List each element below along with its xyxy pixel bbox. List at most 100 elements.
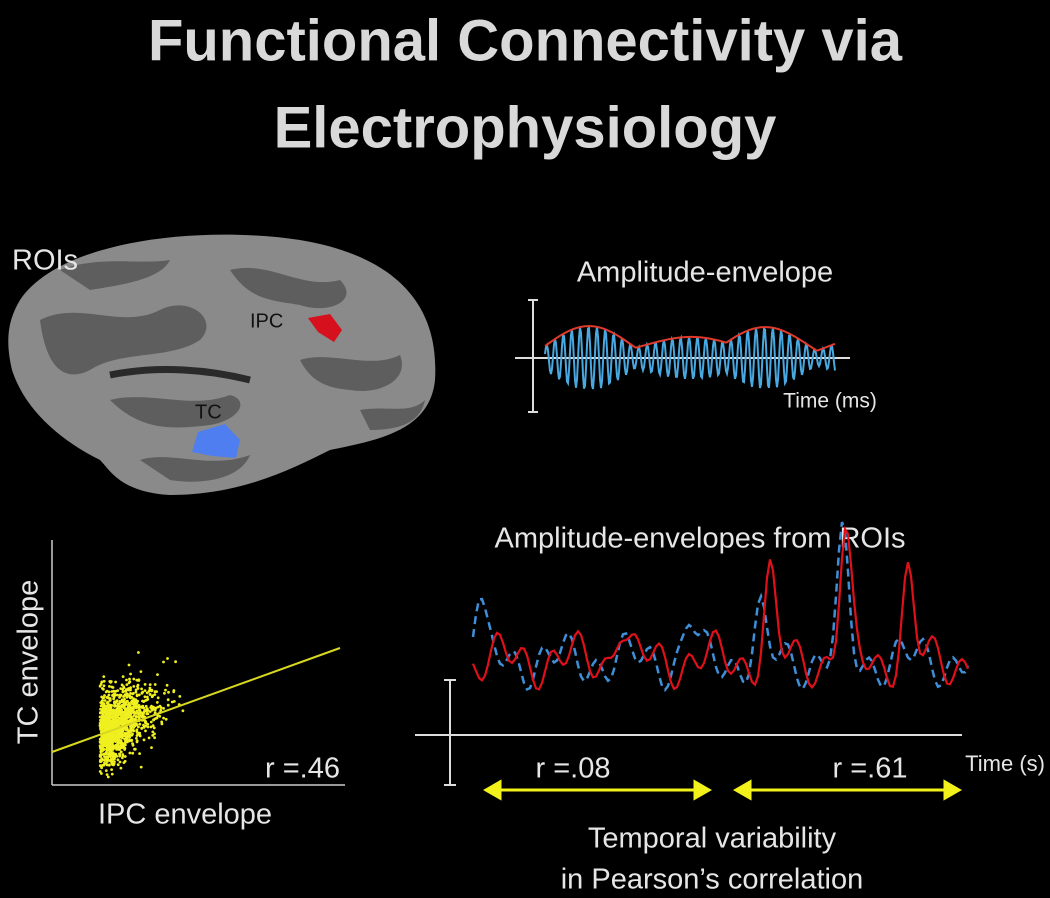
scatter-point <box>113 760 116 764</box>
scatter-point <box>137 725 140 729</box>
scatter-point <box>119 693 123 697</box>
scatter-point <box>140 726 144 730</box>
scatter-point <box>125 700 128 703</box>
scatter-point <box>110 768 113 771</box>
scatter-point <box>145 691 149 695</box>
scatter-point <box>123 755 127 758</box>
scatter-point <box>162 707 166 710</box>
scatter-point <box>132 703 136 706</box>
scatter-point <box>118 696 121 699</box>
scatter-point <box>142 738 146 742</box>
scatter-point <box>102 675 106 678</box>
scatter-point <box>138 722 142 726</box>
envelope-curve <box>544 324 836 352</box>
scatter-point <box>108 722 112 726</box>
scatter-point <box>119 766 123 770</box>
scatter-point <box>105 773 109 776</box>
axis-label: IPC envelope <box>98 799 272 831</box>
scatter-point <box>102 725 106 729</box>
scatter-point <box>128 702 132 706</box>
scatter-point <box>105 746 109 750</box>
scatter-point <box>122 745 126 748</box>
scatter-point <box>129 719 133 723</box>
scatter-point <box>156 705 160 709</box>
scatter-point <box>118 700 122 704</box>
scatter-point <box>100 747 104 751</box>
scatter-point <box>144 704 148 708</box>
scatter-point <box>126 710 130 714</box>
scatter-point <box>109 680 112 684</box>
scatter-point <box>104 762 108 766</box>
scatter-point <box>135 737 138 740</box>
scatter-point <box>128 677 131 681</box>
scatter-point <box>155 690 159 693</box>
scatter-point <box>131 751 135 755</box>
scatter-point <box>129 712 133 716</box>
caption: Temporal variability <box>588 823 837 855</box>
scatter-point <box>153 693 157 696</box>
scatter-point <box>98 744 102 748</box>
scatter-point <box>129 686 133 689</box>
scatter-point <box>116 705 119 708</box>
scatter-point <box>104 737 107 741</box>
scatter-point <box>105 696 109 699</box>
scatter-point <box>117 724 120 727</box>
scatter-point <box>174 660 178 664</box>
scatter-point <box>148 686 152 690</box>
scatter-point <box>101 687 104 690</box>
scatter-point <box>138 733 142 737</box>
scatter-point <box>128 694 131 697</box>
scatter-point <box>151 734 155 737</box>
scatter-point <box>110 735 114 738</box>
caption: in Pearson’s correlation <box>561 864 864 896</box>
scatter-point <box>146 725 150 729</box>
scatter-point <box>106 722 110 726</box>
scatter-point <box>158 704 162 708</box>
scatter-point <box>102 748 106 751</box>
scatter-point <box>134 690 138 694</box>
scatter-point <box>144 724 148 728</box>
scatter-point <box>129 725 133 729</box>
scatter-point <box>138 715 142 718</box>
window-correlation: r =.08 <box>536 753 611 785</box>
scatter-point <box>143 683 147 686</box>
scatter-illustration <box>98 651 185 779</box>
brain <box>8 234 436 496</box>
scatter-point <box>103 699 107 702</box>
scatter-point <box>121 753 125 756</box>
scatter-point <box>118 752 121 756</box>
scatter-point <box>126 692 129 696</box>
scatter-point <box>146 712 150 716</box>
scatter-point <box>98 770 102 773</box>
sulci <box>40 260 425 482</box>
scatter-point <box>110 720 113 723</box>
scatter-point <box>144 729 147 733</box>
scatter-point <box>118 731 122 735</box>
scatter-point <box>109 757 113 761</box>
scatter-point <box>98 684 102 688</box>
scatter-point <box>162 660 165 664</box>
scatter-point <box>117 716 121 720</box>
scatter-point <box>135 710 139 714</box>
scatter-point <box>149 725 153 729</box>
scatter-point <box>122 695 125 698</box>
scatter-point <box>121 756 124 760</box>
scatter-point <box>120 732 124 736</box>
scatter-point <box>106 757 110 761</box>
scatter-point <box>128 751 132 755</box>
scatter-point <box>120 711 124 715</box>
scatter-point <box>166 657 169 660</box>
axis-label: TC envelope <box>13 580 45 744</box>
scatter-point <box>104 718 108 721</box>
scatter-point <box>107 763 111 767</box>
scatter-point <box>98 760 102 763</box>
scatter-point <box>141 699 144 703</box>
scatter-point <box>120 729 124 732</box>
scatter-point <box>123 689 127 693</box>
scatter-point <box>119 750 123 754</box>
scatter-point <box>129 688 132 692</box>
scatter-point <box>141 704 145 708</box>
scatter-point <box>103 694 106 697</box>
scatter-point <box>112 695 116 699</box>
